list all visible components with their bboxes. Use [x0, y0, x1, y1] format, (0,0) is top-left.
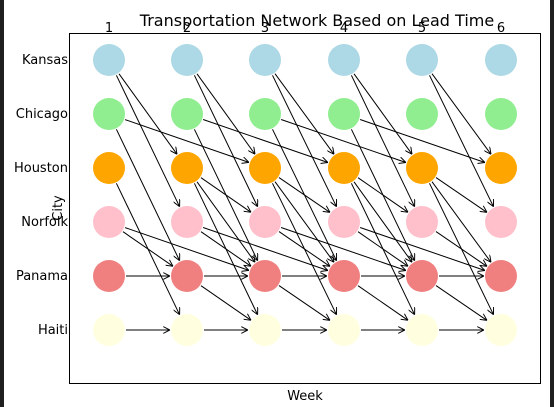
node [93, 152, 125, 184]
week-label: 6 [497, 21, 505, 36]
edge-arrow [115, 75, 179, 206]
node [485, 152, 517, 184]
node [93, 314, 125, 346]
edge-arrow [196, 181, 255, 262]
edge-arrow [202, 227, 328, 271]
edge-arrow [280, 119, 406, 163]
y-axis-label: City [51, 195, 66, 221]
node [249, 314, 281, 346]
node [249, 152, 281, 184]
edge-arrow [353, 73, 412, 154]
edge-arrow [353, 181, 412, 262]
node [328, 314, 360, 346]
node [328, 206, 360, 238]
edge-layer [115, 73, 494, 330]
node [328, 44, 360, 76]
edge-arrow [200, 231, 251, 267]
node [406, 314, 438, 346]
diagram-title: Transportation Network Based on Lead Tim… [139, 11, 494, 30]
node [328, 152, 360, 184]
edge-arrow [359, 227, 485, 271]
city-label: Houston [14, 161, 68, 176]
node [485, 314, 517, 346]
edge-arrow [193, 75, 257, 206]
node [93, 98, 125, 130]
edge-arrow [278, 285, 330, 321]
node [406, 98, 438, 130]
node-layer [93, 44, 517, 346]
edge-arrow [435, 177, 487, 213]
edge-arrow [350, 75, 414, 206]
node [485, 206, 517, 238]
edge-arrow [429, 75, 494, 206]
node [485, 44, 517, 76]
edge-arrow [431, 181, 491, 263]
city-label: Haiti [38, 323, 68, 338]
edge-arrow [435, 285, 487, 321]
edge-arrow [431, 73, 491, 155]
edge-arrow [435, 231, 487, 267]
edge-arrow [278, 231, 330, 267]
node [485, 98, 517, 130]
edge-arrow [196, 73, 255, 154]
node [249, 260, 281, 292]
x-axis-label: Week [287, 389, 323, 404]
label-layer: 1 2 3 4 5 6 Kansas Chicago Houston Norfolk Panama H… [14, 21, 505, 338]
edge-arrow [357, 177, 408, 213]
plot-area [69, 33, 541, 384]
node [406, 152, 438, 184]
edge-arrow [278, 177, 330, 213]
edge-arrow [122, 231, 173, 267]
week-label: 4 [340, 21, 348, 36]
city-label: Norfolk [21, 215, 68, 230]
edge-arrow [200, 285, 251, 321]
node [93, 260, 125, 292]
node [171, 260, 203, 292]
node [171, 206, 203, 238]
edge-arrow [124, 227, 249, 271]
node [406, 44, 438, 76]
city-label: Kansas [22, 53, 68, 68]
node [249, 98, 281, 130]
node [249, 206, 281, 238]
week-label: 1 [105, 21, 113, 36]
node [171, 98, 203, 130]
edge-arrow [280, 227, 406, 271]
node [406, 260, 438, 292]
edge-arrow [274, 73, 334, 155]
node [93, 206, 125, 238]
edge-arrow [274, 181, 334, 263]
node [93, 44, 125, 76]
node [171, 44, 203, 76]
node [249, 44, 281, 76]
edge-arrow [115, 129, 179, 260]
city-label: Panama [16, 269, 68, 284]
edge-arrow [357, 231, 408, 267]
node [328, 260, 360, 292]
node [328, 98, 360, 130]
edge-arrow [272, 75, 337, 206]
week-label: 3 [261, 21, 269, 36]
node [485, 260, 517, 292]
edge-arrow [118, 73, 177, 154]
city-label: Chicago [16, 107, 68, 122]
node [171, 152, 203, 184]
edge-arrow [124, 119, 249, 163]
edge-arrow [359, 119, 485, 163]
edge-arrow [357, 285, 408, 321]
week-label: 5 [418, 21, 426, 36]
week-label: 2 [183, 21, 191, 36]
edge-arrow [200, 177, 251, 213]
node [171, 314, 203, 346]
node [406, 206, 438, 238]
edge-arrow [202, 119, 328, 163]
